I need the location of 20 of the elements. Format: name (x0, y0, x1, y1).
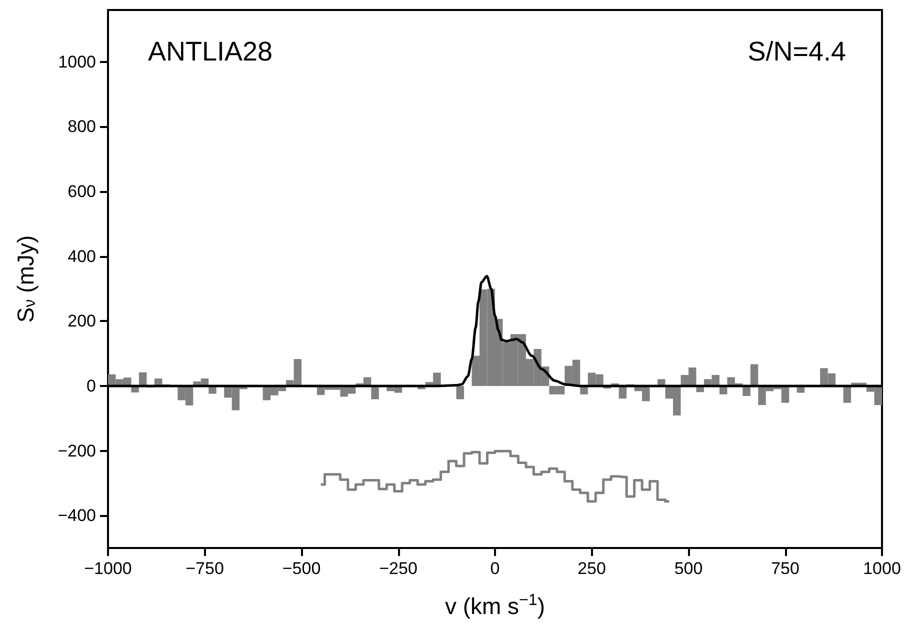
y-tick-label: 1000 (58, 52, 96, 72)
x-tick-label: 250 (578, 559, 606, 578)
y-tick-label: 0 (86, 376, 96, 396)
y-tick-label: −200 (58, 441, 96, 460)
y-tick-label: −400 (58, 506, 96, 526)
y-tick-label: 600 (68, 182, 96, 201)
y-tick-label: 400 (68, 246, 96, 266)
x-tick-label: 1000 (863, 559, 901, 578)
y-tick-label: 800 (68, 117, 96, 136)
x-tick-label: 0 (490, 559, 500, 578)
x-tick-label: −250 (379, 559, 418, 578)
x-tick-label: −500 (282, 559, 321, 578)
y-tick-label: 200 (68, 312, 96, 331)
x-tick-label: 500 (674, 559, 703, 578)
x-tick-label: −1000 (84, 559, 132, 578)
y-axis-title: Sν (mJy) (12, 235, 39, 323)
x-tick-label: −750 (186, 559, 224, 578)
annotation: ANTLIA28 (148, 36, 273, 66)
x-tick-label: 750 (771, 559, 800, 578)
annotation: S/N=4.4 (748, 36, 846, 66)
